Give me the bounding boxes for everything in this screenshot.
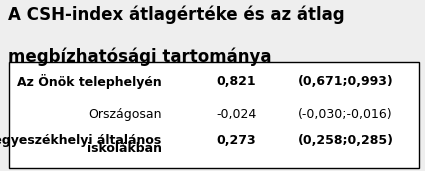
Text: 0,821: 0,821: [217, 75, 256, 88]
Text: Megyeszékhelyi általános: Megyeszékhelyi általános: [0, 134, 162, 147]
Text: (0,258;0,285): (0,258;0,285): [298, 134, 394, 147]
Text: A CSH-index átlagértéke és az átlag: A CSH-index átlagértéke és az átlag: [8, 5, 345, 24]
Text: -0,024: -0,024: [217, 108, 257, 122]
Text: Az Önök telephelyén: Az Önök telephelyén: [17, 74, 162, 89]
Text: 0,273: 0,273: [217, 134, 256, 147]
Text: megbízhatósági tartománya: megbízhatósági tartománya: [8, 48, 272, 66]
Text: iskolákban: iskolákban: [87, 142, 162, 155]
FancyBboxPatch shape: [8, 62, 419, 168]
Text: (-0,030;-0,016): (-0,030;-0,016): [298, 108, 392, 122]
Text: (0,671;0,993): (0,671;0,993): [298, 75, 393, 88]
Text: Országosan: Országosan: [88, 108, 162, 122]
